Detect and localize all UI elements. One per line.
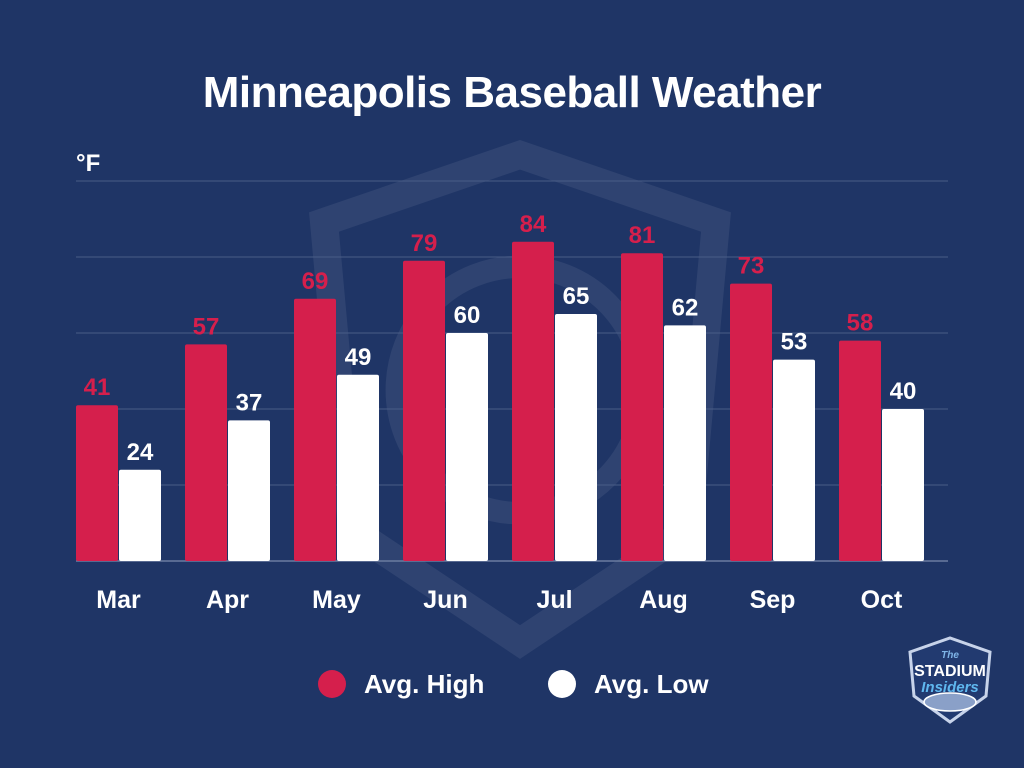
legend-label-avg-high: Avg. High [364,669,485,699]
bar-avg-low [119,469,161,561]
legend-label-avg-low: Avg. Low [594,669,709,699]
x-tick-label: Oct [861,586,903,614]
data-label-avg-low: 53 [781,329,808,356]
data-label-avg-high: 81 [629,222,656,249]
data-label-avg-high: 84 [520,211,547,238]
bar-avg-high [185,344,227,561]
data-label-avg-high: 69 [302,268,329,295]
bar-avg-low [773,359,815,561]
legend-swatch-avg-low [548,670,576,698]
bar-avg-high [512,241,554,562]
bar-avg-low [555,314,597,561]
bar-avg-low [664,325,706,561]
data-label-avg-low: 24 [127,439,154,466]
logo-text-script: Insiders [921,679,979,696]
bar-avg-low [882,409,924,561]
bar-chart: 41 24 Mar 57 37 Apr 69 49 May 79 60 Jun 84 65 Jul 81 62 A… [76,180,948,614]
x-tick-label: Mar [96,586,141,614]
bar-avg-high [294,298,336,561]
logo-text-top: The [941,650,959,661]
bar-avg-low [337,374,379,561]
data-label-avg-low: 40 [890,378,917,405]
bar-avg-low [446,333,488,561]
data-label-avg-high: 79 [411,230,438,257]
bar-avg-high [839,340,881,561]
x-tick-label: Jul [536,586,572,614]
data-label-avg-high: 41 [84,374,111,401]
bar-avg-high [76,405,118,561]
data-label-avg-low: 49 [345,344,372,371]
bar-avg-high [621,253,663,561]
chart-legend: Avg. High Avg. Low [0,666,1024,702]
data-label-avg-low: 60 [454,302,481,329]
bar-avg-high [403,260,445,561]
y-axis-unit-label: °F [76,150,101,177]
legend-swatch-avg-high [318,670,346,698]
x-tick-label: Jun [423,586,467,614]
x-tick-label: Aug [639,586,688,614]
data-label-avg-low: 62 [672,294,699,321]
bar-avg-high [730,283,772,561]
data-label-avg-low: 65 [563,283,590,310]
x-tick-label: Apr [206,586,249,614]
bar-avg-low [228,420,270,561]
data-label-avg-high: 58 [847,310,874,337]
data-label-avg-high: 73 [738,253,765,280]
data-label-avg-low: 37 [236,389,263,416]
logo-text-main: STADIUM [914,663,986,680]
data-label-avg-high: 57 [193,313,220,340]
stadium-insiders-logo: The STADIUM Insiders [908,636,992,724]
x-tick-label: Sep [750,586,796,614]
chart-title: Minneapolis Baseball Weather [202,68,822,117]
x-tick-label: May [312,586,361,614]
